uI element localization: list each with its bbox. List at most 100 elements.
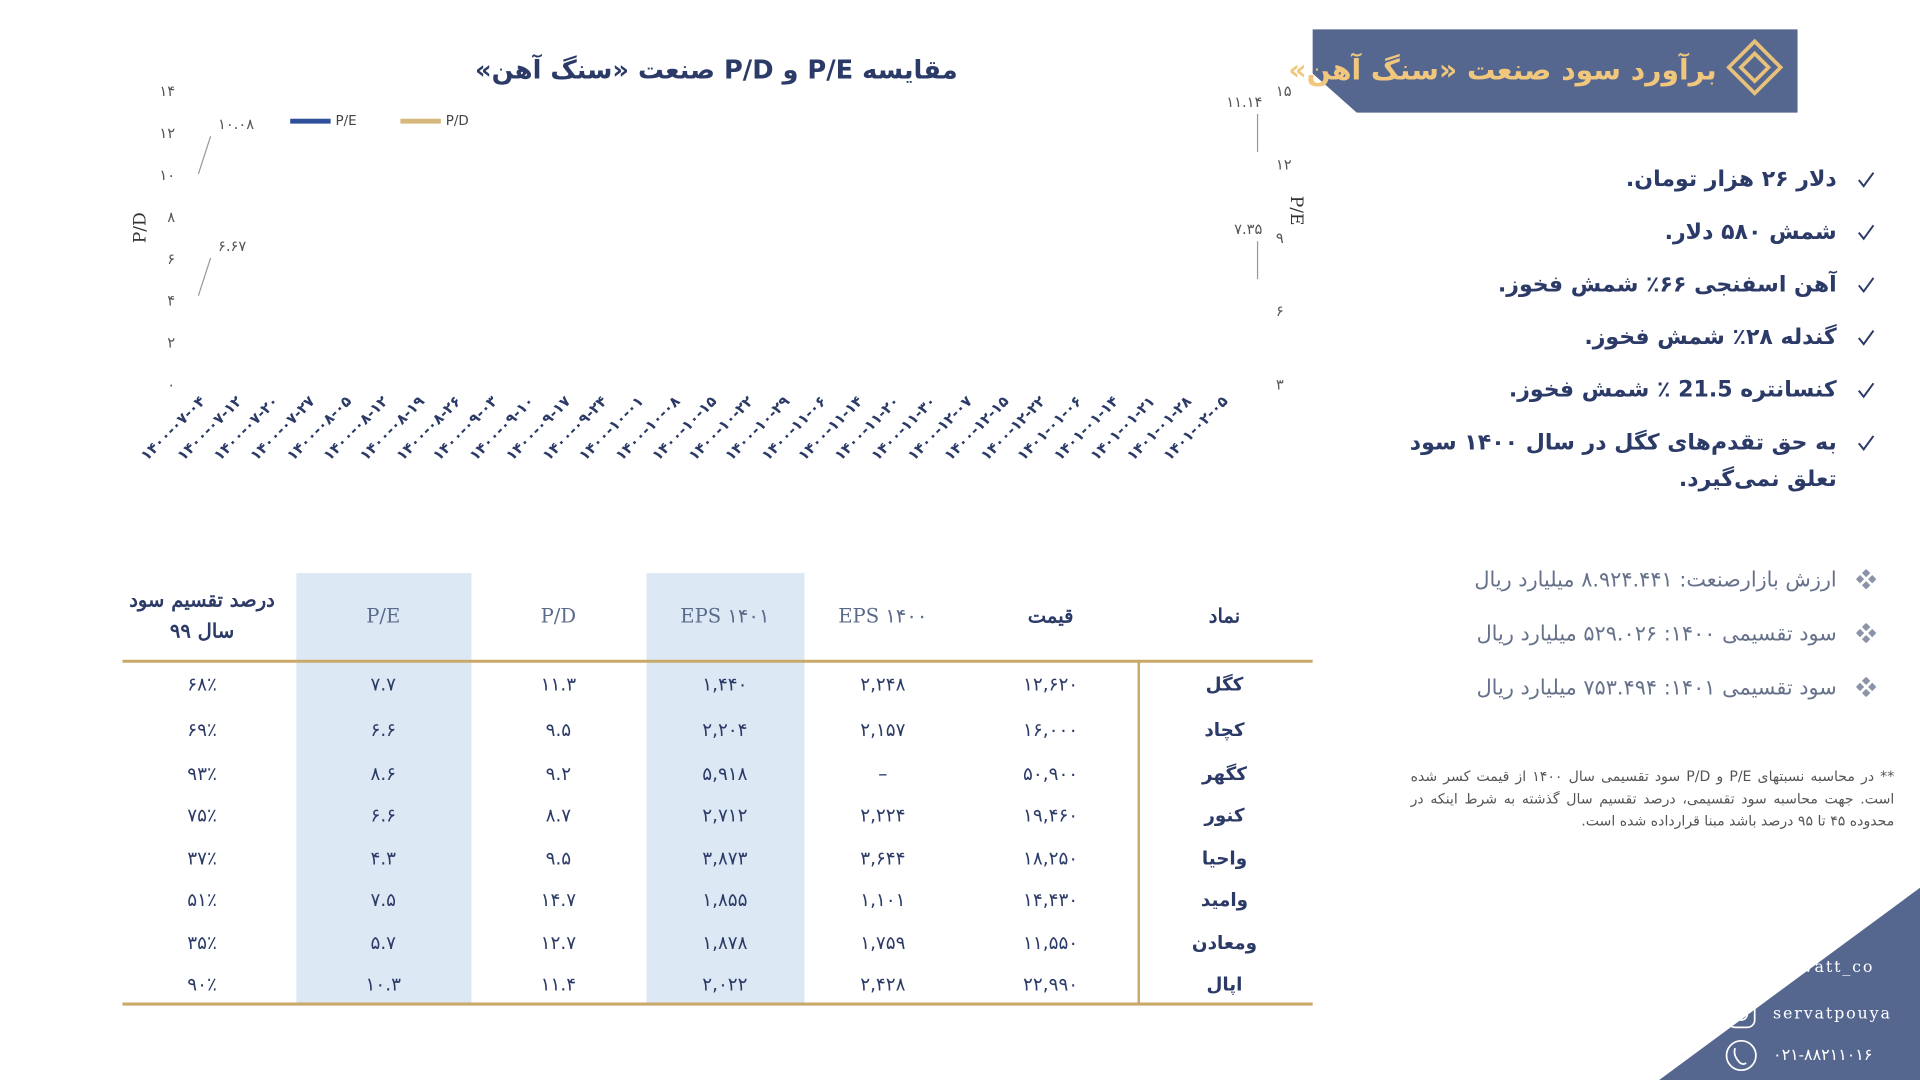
diamond: [1856, 628, 1865, 638]
table-cell: ۱۹,۴۶۰: [1023, 806, 1078, 827]
table-cell: ۳,۸۷۳: [702, 849, 747, 870]
data-label: ۱۰.۰۸: [218, 116, 254, 133]
table-cell: ۴.۳: [370, 849, 396, 870]
diamond: [1861, 569, 1871, 578]
table-cell: ۳۷٪: [187, 849, 217, 870]
column-header: P/D: [541, 605, 576, 628]
table-cell: کچاد: [1204, 720, 1245, 741]
check-icon: [1858, 382, 1875, 399]
column-header: نماد: [1209, 605, 1240, 628]
table-cell: ۶.۶: [370, 720, 396, 741]
contact-text: servatpouya: [1773, 1003, 1892, 1022]
table-cell: ۹.۲: [546, 764, 572, 785]
column-header: EPS ۱۴۰۱: [680, 605, 769, 628]
check-mark: [1858, 224, 1875, 241]
table-cell: ۲۲,۹۹۰: [1023, 975, 1078, 996]
column-highlight: [296, 573, 472, 1005]
assumption: کنسانتره 21.5 ٪ شمش فخوز.: [1408, 372, 1875, 409]
summary-item: سود تقسیمی ۱۴۰۱: ۷۵۳.۴۹۴ میلیارد ریال: [1347, 661, 1876, 715]
column-header: EPS ۱۴۰۰: [838, 605, 927, 628]
table-cell: ۱۶,۰۰۰: [1023, 720, 1078, 741]
diamond-icon: [1856, 623, 1876, 643]
table-cell: ۱۰.۳: [366, 975, 402, 996]
footnote: ** در محاسبه نسبتهای P/E و P/D سود تقسیم…: [1410, 767, 1895, 829]
diamond: [1868, 575, 1876, 584]
table-cell: ۱۱.۳: [541, 675, 577, 696]
assumption: دلار ۲۶ هزار تومان.: [1408, 162, 1875, 199]
y2-axis-label: P/E: [1286, 196, 1306, 226]
check-mark: [1858, 277, 1875, 294]
table-cell: ۶۹٪: [187, 720, 217, 741]
check-mark: [1858, 172, 1875, 188]
table-cell: ۱۴.۷: [541, 890, 577, 911]
y2-tick-label: ۶: [1276, 303, 1284, 320]
column-header: قیمت: [1028, 605, 1074, 628]
data-label: ۱۱.۱۴: [1226, 94, 1262, 111]
chart-title: مقایسه P/E و P/D صنعت «سنگ آهن»: [475, 54, 958, 86]
table-cell: ۱۱.۴: [541, 975, 576, 996]
assumption: به حق تقدم‌های کگل در سال ۱۴۰۰ سود تعلق …: [1408, 425, 1875, 498]
y2-tick-label: ۳: [1276, 377, 1284, 394]
table-cell: ۱۱,۵۵۰: [1023, 933, 1078, 954]
y-tick-label: ۱۲: [159, 125, 175, 142]
table-cell: واحیا: [1202, 849, 1247, 870]
header-box: [1312, 29, 1798, 113]
table-cell: ۲,۱۵۷: [860, 720, 905, 741]
y-tick-label: ۱۰: [159, 167, 175, 184]
table-cell: ۱,۷۵۹: [860, 933, 905, 954]
table-cell: کگهر: [1201, 763, 1247, 785]
check-icon: [1858, 330, 1875, 346]
column-highlight: [646, 573, 805, 1005]
diamond: [1856, 682, 1865, 692]
diamond-icon: [1856, 569, 1876, 589]
diamond: [1861, 635, 1871, 643]
table-cell: ۹.۵: [546, 849, 572, 870]
header-title: برآورد سود صنعت «سنگ آهن»: [1288, 55, 1717, 87]
y2-tick-label: ۱۵: [1276, 83, 1292, 100]
table-cell: کنور: [1203, 806, 1245, 827]
y-axis-label: P/D: [130, 212, 150, 243]
y-tick-label: ۲: [167, 335, 175, 352]
legend-label: P/E: [336, 114, 357, 129]
diamond: [1861, 677, 1871, 685]
contact-icons: [1725, 955, 1757, 1072]
table-cell: ومعادن: [1192, 933, 1257, 954]
check-mark: [1858, 382, 1875, 399]
table-cell: ۱۸,۲۵۰: [1023, 849, 1078, 870]
assumption: گندله ۲۸٪ شمش فخوز.: [1408, 320, 1875, 357]
table-cell: ۱۴,۴۳۰: [1023, 890, 1078, 911]
data-label: ۷.۳۵: [1234, 221, 1262, 238]
table-cell: ۷.۵: [370, 890, 396, 911]
diamond: [1861, 581, 1871, 589]
table-cell: ۶۸٪: [187, 675, 217, 696]
column-header: P/E: [366, 605, 400, 628]
logo: [1726, 38, 1784, 96]
assumption: شمش ۵۸۰ دلار.: [1408, 214, 1875, 251]
table-cell: ۲,۴۲۸: [860, 975, 905, 996]
y-tick-label: ۸: [167, 209, 175, 226]
summary-item: سود تقسیمی ۱۴۰۰: ۵۲۹.۰۲۶ میلیارد ریال: [1347, 607, 1876, 661]
data-label: ۶.۶۷: [218, 238, 246, 255]
check-icon: [1858, 277, 1875, 294]
table-cell: ۱,۴۴۰: [702, 675, 747, 696]
table-cell: ۲,۲۰۴: [702, 720, 747, 741]
y-tick-label: ۰: [167, 377, 175, 394]
table-cell: ۵.۷: [370, 933, 396, 954]
table-cell: ۸.۷: [546, 806, 572, 827]
table-cell: ۱۲,۶۲۰: [1023, 675, 1078, 696]
table-cell: ۷۵٪: [187, 806, 217, 827]
diamond: [1861, 688, 1871, 697]
y-tick-label: ۶: [167, 251, 175, 268]
table-cell: ۲,۰۲۲: [702, 975, 747, 996]
assumption: آهن اسفنجی ۶۶٪ شمش فخوز.: [1408, 267, 1875, 304]
label-leader: [197, 135, 212, 175]
table-cell: ۸.۶: [370, 764, 396, 785]
diamond-icon: [1856, 677, 1876, 697]
column-header: سال ۹۹: [170, 619, 234, 642]
table-cell: –: [878, 764, 887, 785]
summary-list: ارزش بازارصنعت: ۸.۹۲۴.۴۴۱ میلیارد ریال سو…: [1347, 553, 1876, 715]
table-cell: ۳۵٪: [187, 933, 217, 954]
table-cell: ۲,۲۴۸: [860, 675, 905, 696]
table-cell: ۲,۷۱۲: [702, 806, 747, 827]
